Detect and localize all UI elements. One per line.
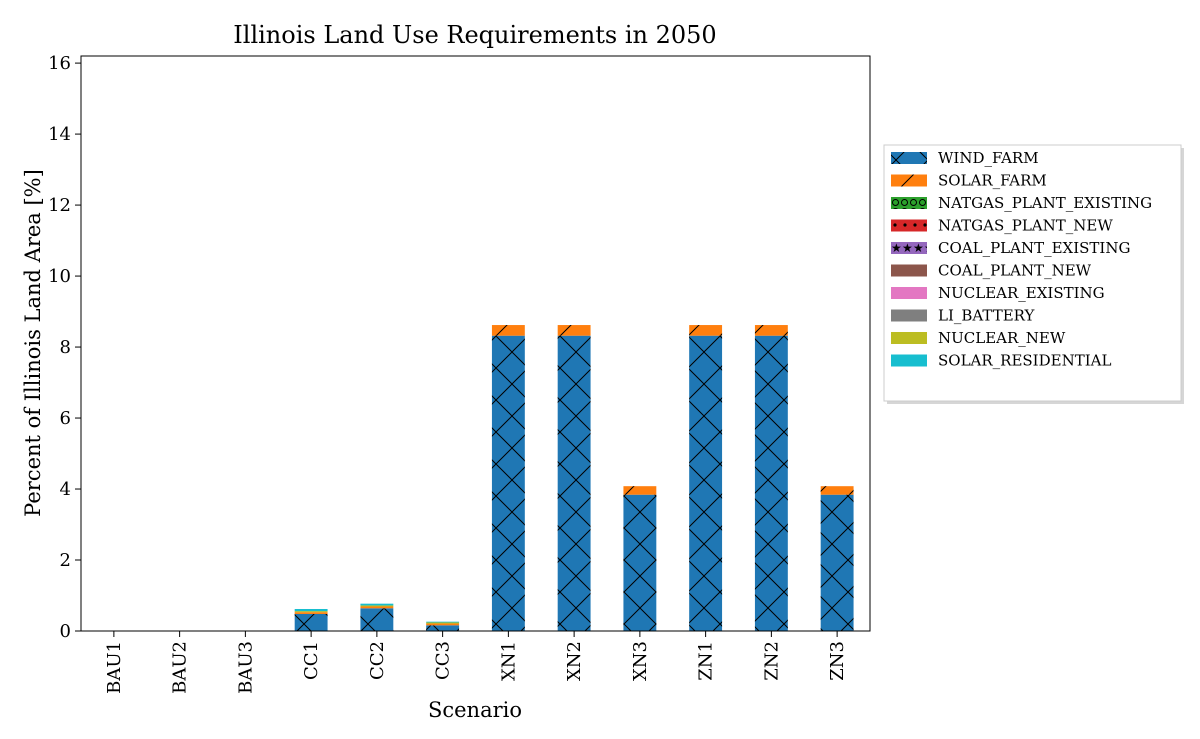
legend-label-nuclear-existing: NUCLEAR_EXISTING bbox=[938, 284, 1105, 302]
legend-swatch-hatch-wind-farm bbox=[891, 152, 927, 164]
bar-xn1-wind-farm-hatch bbox=[491, 335, 525, 631]
bar-zn2-wind-farm-hatch bbox=[754, 335, 788, 631]
x-tick-label-xn1: XN1 bbox=[498, 641, 519, 681]
y-tick-label: 6 bbox=[60, 408, 71, 429]
bar-zn1-wind-farm-hatch bbox=[689, 335, 723, 631]
legend-label-solar-residential: SOLAR_RESIDENTIAL bbox=[938, 352, 1111, 370]
legend-label-natgas-plant-existing: NATGAS_PLANT_EXISTING bbox=[938, 194, 1152, 212]
x-tick-label-xn3: XN3 bbox=[630, 641, 651, 681]
bar-xn2-solar-farm-hatch bbox=[557, 325, 591, 336]
legend-swatch-nuclear-existing bbox=[891, 287, 927, 299]
y-tick-label: 16 bbox=[48, 53, 71, 74]
bar-xn3-solar-farm-hatch bbox=[623, 486, 657, 495]
legend-swatch-solar-residential bbox=[891, 354, 927, 367]
legend-label-coal-plant-new: COAL_PLANT_NEW bbox=[938, 262, 1092, 280]
bar-cc3-solar-residential bbox=[426, 621, 460, 623]
y-axis-label: Percent of Illinois Land Area [%] bbox=[21, 169, 45, 517]
legend-label-coal-plant-existing: COAL_PLANT_EXISTING bbox=[938, 239, 1130, 257]
bar-cc1-wind-farm-hatch bbox=[294, 613, 328, 631]
plot-frame bbox=[80, 55, 871, 632]
bar-cc3-solar-farm bbox=[426, 623, 460, 626]
x-tick-label-cc1: CC1 bbox=[301, 641, 322, 680]
legend-label-natgas-plant-new: NATGAS_PLANT_NEW bbox=[938, 217, 1113, 235]
bar-cc1-solar-residential bbox=[294, 608, 328, 612]
bar-cc1-nuclear-new bbox=[294, 611, 328, 613]
y-tick-label: 0 bbox=[60, 621, 71, 642]
bar-cc2-solar-residential bbox=[360, 603, 394, 606]
y-tick-label: 14 bbox=[48, 124, 71, 145]
bar-cc2-wind-farm-hatch bbox=[360, 608, 394, 631]
y-tick-label: 2 bbox=[60, 550, 71, 571]
bar-cc2-nuclear-new bbox=[360, 605, 394, 607]
y-tick-label: 8 bbox=[60, 337, 71, 358]
legend-label-wind-farm: WIND_FARM bbox=[938, 149, 1039, 167]
bar-cc3-nuclear-new bbox=[426, 622, 460, 624]
bar-cc2-solar-farm bbox=[360, 606, 394, 609]
chart-title: Illinois Land Use Requirements in 2050 bbox=[233, 21, 716, 49]
legend-label-li-battery: LI_BATTERY bbox=[938, 307, 1035, 325]
x-tick-label-bau3: BAU3 bbox=[235, 641, 256, 694]
y-tick-label: 10 bbox=[48, 266, 71, 287]
legend-swatch-nuclear-new bbox=[891, 332, 927, 344]
bar-xn3-wind-farm-hatch bbox=[623, 494, 657, 631]
legend-swatch-li-battery bbox=[891, 309, 927, 322]
bar-xn1-solar-farm-hatch bbox=[491, 325, 525, 336]
x-tick-label-bau2: BAU2 bbox=[170, 641, 191, 694]
x-tick-label-zn1: ZN1 bbox=[696, 641, 717, 681]
x-tick-label-zn2: ZN2 bbox=[761, 641, 782, 681]
legend-label-solar-farm: SOLAR_FARM bbox=[938, 172, 1047, 190]
legend-label-nuclear-new: NUCLEAR_NEW bbox=[938, 329, 1066, 347]
bar-zn1-solar-farm-hatch bbox=[689, 325, 723, 336]
legend: WIND_FARM SOLAR_FARM NATGAS_PLANT_EXISTING… bbox=[883, 144, 1184, 404]
x-tick-label-cc2: CC2 bbox=[367, 641, 388, 680]
y-tick-label: 12 bbox=[48, 195, 71, 216]
bar-xn2-wind-farm-hatch bbox=[557, 335, 591, 631]
bar-cc1-solar-farm bbox=[294, 612, 328, 614]
legend-frame bbox=[883, 144, 1182, 402]
x-tick-label-xn2: XN2 bbox=[564, 641, 585, 681]
legend-swatch-hatch-solar-farm bbox=[891, 174, 927, 187]
y-tick-label: 4 bbox=[60, 479, 71, 500]
bar-zn3-solar-farm-hatch bbox=[820, 486, 854, 495]
x-tick-label-bau1: BAU1 bbox=[104, 641, 125, 694]
legend-swatch-hatch-natgas-plant-existing bbox=[891, 197, 927, 209]
x-tick-label-cc3: CC3 bbox=[433, 641, 454, 680]
x-tick-label-zn3: ZN3 bbox=[827, 641, 848, 681]
legend-swatch-coal-plant-new bbox=[891, 264, 927, 277]
bar-cc3-wind-farm-hatch bbox=[426, 625, 460, 631]
legend-swatch-hatch-natgas-plant-new bbox=[891, 219, 927, 232]
legend-swatch-hatch-coal-plant-existing bbox=[891, 242, 927, 254]
bar-zn3-wind-farm-hatch bbox=[820, 494, 854, 631]
bar-zn2-solar-farm-hatch bbox=[754, 325, 788, 336]
x-axis-label: Scenario bbox=[428, 698, 522, 722]
